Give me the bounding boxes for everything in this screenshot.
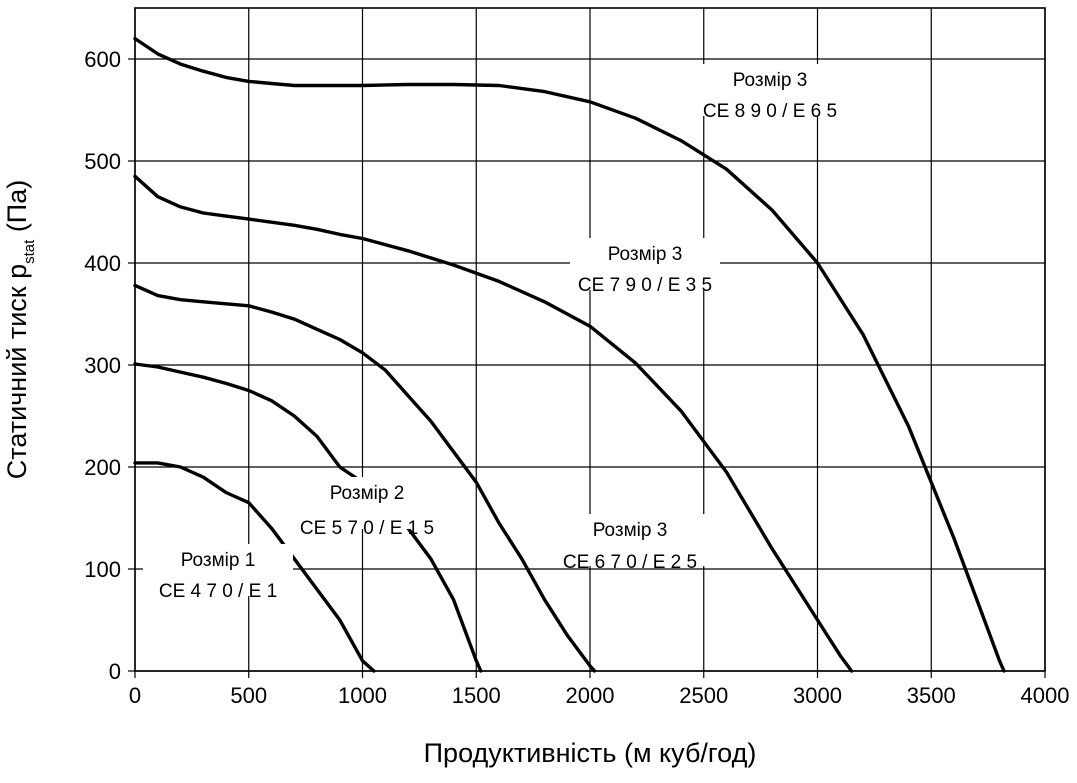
series-label-model: CE 6 7 0 / E 2 5 bbox=[563, 552, 697, 573]
series-label-3: Розмір 3 CE 6 7 0 / E 2 5 bbox=[555, 514, 705, 573]
x-tick-label: 2500 bbox=[679, 683, 728, 708]
x-tick-label: 2000 bbox=[566, 683, 615, 708]
series-label-size: Розмір 3 bbox=[608, 244, 683, 265]
series-label-model: CE 4 7 0 / E 1 bbox=[159, 581, 277, 602]
curves bbox=[133, 36, 1006, 673]
series-label-size: Розмір 3 bbox=[593, 520, 668, 541]
series-label-background bbox=[143, 544, 293, 596]
y-tick-label: 100 bbox=[84, 557, 121, 582]
series-label-model: CE 8 9 0 / E 6 5 bbox=[703, 101, 837, 122]
x-tick-labels: 0 500 1000 1500 2000 2500 3000 3500 4000 bbox=[129, 671, 1070, 708]
y-tick-label: 200 bbox=[84, 455, 121, 480]
series-label-background bbox=[555, 514, 705, 566]
x-tick-label: 1000 bbox=[338, 683, 387, 708]
series-line-1 bbox=[133, 461, 376, 673]
y-tick-label: 600 bbox=[84, 47, 121, 72]
series-label-size: Розмір 1 bbox=[181, 550, 256, 571]
series-line-5 bbox=[133, 36, 1006, 673]
series-label-background bbox=[695, 64, 845, 116]
series-label-background bbox=[570, 238, 720, 290]
series-label-background bbox=[292, 477, 442, 529]
series-label-size: Розмір 3 bbox=[733, 70, 808, 91]
series-line-3 bbox=[133, 283, 597, 673]
series-label-size: Розмір 2 bbox=[330, 483, 405, 504]
series-label-4: Розмір 3 CE 7 9 0 / E 3 5 bbox=[570, 238, 720, 296]
x-axis-title: Продуктивність (м куб/год) bbox=[424, 738, 757, 768]
y-axis-title-unit: (Па) bbox=[2, 180, 32, 240]
series-labels: Розмір 1 CE 4 7 0 / E 1 Розмір 2 CE 5 7 0 /… bbox=[143, 64, 845, 602]
y-axis-title-subscript: stat bbox=[21, 239, 38, 264]
y-tick-label: 500 bbox=[84, 149, 121, 174]
x-tick-label: 3000 bbox=[793, 683, 842, 708]
series-line-2 bbox=[133, 362, 483, 673]
y-axis-title: Статичний тиск pstat (Па) bbox=[2, 180, 38, 479]
series-label-2: Розмір 2 CE 5 7 0 / E 1 5 bbox=[292, 477, 442, 539]
x-tick-label: 500 bbox=[230, 683, 267, 708]
x-tick-label: 1500 bbox=[452, 683, 501, 708]
y-axis-title-main: Статичний тиск p bbox=[2, 264, 32, 479]
x-tick-label: 3500 bbox=[907, 683, 956, 708]
y-tick-label: 0 bbox=[109, 659, 121, 684]
series-label-5: Розмір 3 CE 8 9 0 / E 6 5 bbox=[695, 64, 845, 122]
series-label-model: CE 7 9 0 / E 3 5 bbox=[578, 275, 712, 296]
y-tick-label: 400 bbox=[84, 251, 121, 276]
series-label-model: CE 5 7 0 / E 1 5 bbox=[300, 518, 434, 539]
y-tick-labels: 0 100 200 300 400 500 600 bbox=[84, 47, 135, 684]
series-label-1: Розмір 1 CE 4 7 0 / E 1 bbox=[143, 544, 293, 602]
x-tick-label: 0 bbox=[129, 683, 141, 708]
x-tick-label: 4000 bbox=[1021, 683, 1070, 708]
y-tick-label: 300 bbox=[84, 353, 121, 378]
series-line-4 bbox=[133, 174, 854, 673]
